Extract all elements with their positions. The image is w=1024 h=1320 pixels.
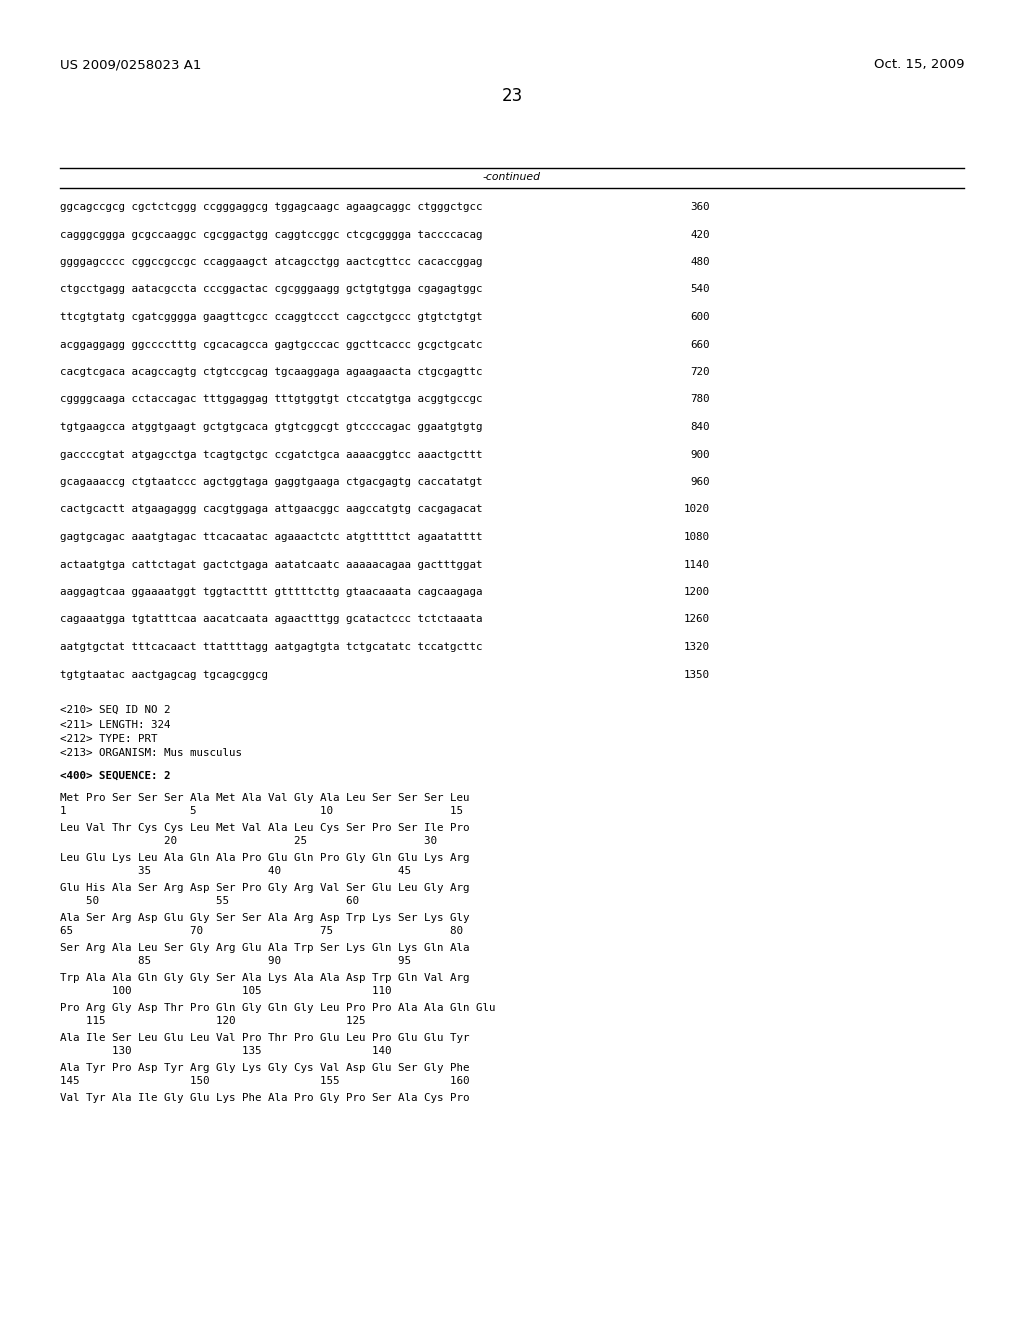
Text: Ala Tyr Pro Asp Tyr Arg Gly Lys Gly Cys Val Asp Glu Ser Gly Phe: Ala Tyr Pro Asp Tyr Arg Gly Lys Gly Cys … [60, 1063, 469, 1073]
Text: 115                 120                 125: 115 120 125 [60, 1016, 366, 1026]
Text: cggggcaaga cctaccagac tttggaggag tttgtggtgt ctccatgtga acggtgccgc: cggggcaaga cctaccagac tttggaggag tttgtgg… [60, 395, 482, 404]
Text: cacgtcgaca acagccagtg ctgtccgcag tgcaaggaga agaagaacta ctgcgagttc: cacgtcgaca acagccagtg ctgtccgcag tgcaagg… [60, 367, 482, 378]
Text: 1320: 1320 [684, 642, 710, 652]
Text: 65                  70                  75                  80: 65 70 75 80 [60, 927, 463, 936]
Text: tgtgtaatac aactgagcag tgcagcggcg: tgtgtaatac aactgagcag tgcagcggcg [60, 669, 268, 680]
Text: acggaggagg ggcccctttg cgcacagcca gagtgcccac ggcttcaccc gcgctgcatc: acggaggagg ggcccctttg cgcacagcca gagtgcc… [60, 339, 482, 350]
Text: 540: 540 [690, 285, 710, 294]
Text: Pro Arg Gly Asp Thr Pro Gln Gly Gln Gly Leu Pro Pro Ala Ala Gln Glu: Pro Arg Gly Asp Thr Pro Gln Gly Gln Gly … [60, 1003, 496, 1012]
Text: 130                 135                 140: 130 135 140 [60, 1045, 391, 1056]
Text: Glu His Ala Ser Arg Asp Ser Pro Gly Arg Val Ser Glu Leu Gly Arg: Glu His Ala Ser Arg Asp Ser Pro Gly Arg … [60, 883, 469, 894]
Text: <400> SEQUENCE: 2: <400> SEQUENCE: 2 [60, 771, 171, 781]
Text: 960: 960 [690, 477, 710, 487]
Text: 20                  25                  30: 20 25 30 [60, 836, 437, 846]
Text: Leu Glu Lys Leu Ala Gln Ala Pro Glu Gln Pro Gly Gln Glu Lys Arg: Leu Glu Lys Leu Ala Gln Ala Pro Glu Gln … [60, 853, 469, 863]
Text: 1140: 1140 [684, 560, 710, 569]
Text: 100                 105                 110: 100 105 110 [60, 986, 391, 997]
Text: Val Tyr Ala Ile Gly Glu Lys Phe Ala Pro Gly Pro Ser Ala Cys Pro: Val Tyr Ala Ile Gly Glu Lys Phe Ala Pro … [60, 1093, 469, 1104]
Text: 660: 660 [690, 339, 710, 350]
Text: 420: 420 [690, 230, 710, 239]
Text: ggcagccgcg cgctctcggg ccgggaggcg tggagcaagc agaagcaggc ctgggctgcc: ggcagccgcg cgctctcggg ccgggaggcg tggagca… [60, 202, 482, 213]
Text: 900: 900 [690, 450, 710, 459]
Text: Ala Ile Ser Leu Glu Leu Val Pro Thr Pro Glu Leu Pro Glu Glu Tyr: Ala Ile Ser Leu Glu Leu Val Pro Thr Pro … [60, 1034, 469, 1043]
Text: gaccccgtat atgagcctga tcagtgctgc ccgatctgca aaaacggtcc aaactgcttt: gaccccgtat atgagcctga tcagtgctgc ccgatct… [60, 450, 482, 459]
Text: 1200: 1200 [684, 587, 710, 597]
Text: gcagaaaccg ctgtaatccc agctggtaga gaggtgaaga ctgacgagtg caccatatgt: gcagaaaccg ctgtaatccc agctggtaga gaggtga… [60, 477, 482, 487]
Text: aaggagtcaa ggaaaatggt tggtactttt gtttttcttg gtaacaaata cagcaagaga: aaggagtcaa ggaaaatggt tggtactttt gtttttc… [60, 587, 482, 597]
Text: gagtgcagac aaatgtagac ttcacaatac agaaactctc atgtttttct agaatatttt: gagtgcagac aaatgtagac ttcacaatac agaaact… [60, 532, 482, 543]
Text: <210> SEQ ID NO 2: <210> SEQ ID NO 2 [60, 705, 171, 715]
Text: ctgcctgagg aatacgccta cccggactac cgcgggaagg gctgtgtgga cgagagtggc: ctgcctgagg aatacgccta cccggactac cgcggga… [60, 285, 482, 294]
Text: aatgtgctat tttcacaact ttattttagg aatgagtgta tctgcatatc tccatgcttc: aatgtgctat tttcacaact ttattttagg aatgagt… [60, 642, 482, 652]
Text: Oct. 15, 2009: Oct. 15, 2009 [873, 58, 964, 71]
Text: <213> ORGANISM: Mus musculus: <213> ORGANISM: Mus musculus [60, 748, 242, 759]
Text: 35                  40                  45: 35 40 45 [60, 866, 411, 876]
Text: <212> TYPE: PRT: <212> TYPE: PRT [60, 734, 158, 744]
Text: ggggagcccc cggccgccgc ccaggaagct atcagcctgg aactcgttcc cacaccggag: ggggagcccc cggccgccgc ccaggaagct atcagcc… [60, 257, 482, 267]
Text: 1020: 1020 [684, 504, 710, 515]
Text: 480: 480 [690, 257, 710, 267]
Text: Leu Val Thr Cys Cys Leu Met Val Ala Leu Cys Ser Pro Ser Ile Pro: Leu Val Thr Cys Cys Leu Met Val Ala Leu … [60, 822, 469, 833]
Text: cagggcggga gcgccaaggc cgcggactgg caggtccggc ctcgcgggga taccccacag: cagggcggga gcgccaaggc cgcggactgg caggtcc… [60, 230, 482, 239]
Text: ttcgtgtatg cgatcgggga gaagttcgcc ccaggtccct cagcctgccc gtgtctgtgt: ttcgtgtatg cgatcgggga gaagttcgcc ccaggtc… [60, 312, 482, 322]
Text: cagaaatgga tgtatttcaa aacatcaata agaactttgg gcatactccc tctctaaata: cagaaatgga tgtatttcaa aacatcaata agaactt… [60, 615, 482, 624]
Text: 360: 360 [690, 202, 710, 213]
Text: 1                   5                   10                  15: 1 5 10 15 [60, 807, 463, 816]
Text: -continued: -continued [483, 172, 541, 182]
Text: 840: 840 [690, 422, 710, 432]
Text: 720: 720 [690, 367, 710, 378]
Text: cactgcactt atgaagaggg cacgtggaga attgaacggc aagccatgtg cacgagacat: cactgcactt atgaagaggg cacgtggaga attgaac… [60, 504, 482, 515]
Text: 1260: 1260 [684, 615, 710, 624]
Text: 780: 780 [690, 395, 710, 404]
Text: 1080: 1080 [684, 532, 710, 543]
Text: 85                  90                  95: 85 90 95 [60, 956, 411, 966]
Text: 600: 600 [690, 312, 710, 322]
Text: Trp Ala Ala Gln Gly Gly Ser Ala Lys Ala Ala Asp Trp Gln Val Arg: Trp Ala Ala Gln Gly Gly Ser Ala Lys Ala … [60, 973, 469, 983]
Text: Ala Ser Arg Asp Glu Gly Ser Ser Ala Arg Asp Trp Lys Ser Lys Gly: Ala Ser Arg Asp Glu Gly Ser Ser Ala Arg … [60, 913, 469, 923]
Text: <211> LENGTH: 324: <211> LENGTH: 324 [60, 719, 171, 730]
Text: actaatgtga cattctagat gactctgaga aatatcaatc aaaaacagaa gactttggat: actaatgtga cattctagat gactctgaga aatatca… [60, 560, 482, 569]
Text: 1350: 1350 [684, 669, 710, 680]
Text: US 2009/0258023 A1: US 2009/0258023 A1 [60, 58, 202, 71]
Text: 145                 150                 155                 160: 145 150 155 160 [60, 1076, 469, 1086]
Text: Ser Arg Ala Leu Ser Gly Arg Glu Ala Trp Ser Lys Gln Lys Gln Ala: Ser Arg Ala Leu Ser Gly Arg Glu Ala Trp … [60, 942, 469, 953]
Text: 50                  55                  60: 50 55 60 [60, 896, 359, 906]
Text: tgtgaagcca atggtgaagt gctgtgcaca gtgtcggcgt gtccccagac ggaatgtgtg: tgtgaagcca atggtgaagt gctgtgcaca gtgtcgg… [60, 422, 482, 432]
Text: Met Pro Ser Ser Ser Ala Met Ala Val Gly Ala Leu Ser Ser Ser Leu: Met Pro Ser Ser Ser Ala Met Ala Val Gly … [60, 793, 469, 803]
Text: 23: 23 [502, 87, 522, 106]
